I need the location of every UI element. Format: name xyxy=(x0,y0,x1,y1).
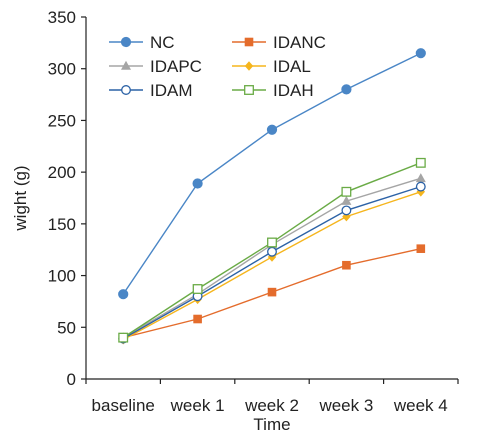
data-point xyxy=(415,48,426,59)
data-point xyxy=(342,260,351,270)
x-tick-label: week 3 xyxy=(318,396,373,415)
data-point xyxy=(266,124,278,135)
data-point xyxy=(267,237,277,248)
data-point xyxy=(192,284,203,294)
legend-label: IDAH xyxy=(273,81,314,100)
data-point xyxy=(341,205,352,216)
y-tick-label: 250 xyxy=(48,111,76,130)
x-axis-title: Time xyxy=(253,415,290,434)
y-tick-label: 200 xyxy=(48,163,76,182)
x-tick-label: week 1 xyxy=(170,396,225,415)
legend-label: IDANC xyxy=(273,33,326,52)
legend-label: IDAM xyxy=(150,81,193,100)
legend-marker xyxy=(121,85,131,95)
data-point xyxy=(267,246,277,257)
x-ticks: baseline week 1 week 2 week 3 week 4 xyxy=(85,379,459,415)
legend-label: IDAL xyxy=(273,57,311,76)
legend-label: NC xyxy=(150,33,175,52)
series-line xyxy=(122,191,422,341)
series-layer xyxy=(118,48,426,345)
x-tick-label: week 4 xyxy=(393,396,448,415)
data-point xyxy=(341,84,352,95)
data-point xyxy=(192,178,203,189)
data-point xyxy=(415,181,426,192)
data-point xyxy=(341,186,352,197)
legend-item: NC xyxy=(109,33,175,52)
y-tick-label: 150 xyxy=(48,215,76,234)
data-point xyxy=(118,332,129,343)
legend-item: IDAPC xyxy=(109,57,202,76)
legend-marker xyxy=(244,37,254,47)
y-axis-title: wight (g) xyxy=(11,165,30,231)
data-point xyxy=(267,287,277,297)
legend-item: IDAH xyxy=(232,81,314,100)
legend-marker xyxy=(121,60,131,70)
x-tick-label: baseline xyxy=(92,396,155,415)
legend: NC IDANC IDAPC IDAL IDAM IDAH xyxy=(109,33,326,100)
y-tick-label: 300 xyxy=(48,60,76,79)
data-point xyxy=(415,173,426,183)
y-tick-label: 100 xyxy=(48,267,76,286)
legend-item: IDAM xyxy=(109,81,193,100)
data-point xyxy=(416,244,426,253)
y-tick-label: 350 xyxy=(48,8,76,27)
legend-item: IDAL xyxy=(232,57,311,76)
y-ticks: 0 50 100 150 200 250 300 350 xyxy=(48,8,86,389)
data-point xyxy=(341,195,352,205)
axes xyxy=(85,17,458,380)
data-point xyxy=(193,314,202,324)
legend-item: IDANC xyxy=(232,33,326,52)
legend-marker xyxy=(120,36,132,48)
legend-label: IDAPC xyxy=(150,57,202,76)
series-nc xyxy=(118,48,426,300)
series-idal xyxy=(119,186,425,345)
series-idah xyxy=(118,157,426,343)
data-point xyxy=(267,252,277,262)
y-tick-label: 50 xyxy=(57,318,76,337)
y-tick-label: 0 xyxy=(67,370,76,389)
data-point xyxy=(415,157,426,168)
legend-marker xyxy=(244,61,254,71)
x-tick-label: week 2 xyxy=(244,396,299,415)
data-point xyxy=(118,289,129,300)
legend-marker xyxy=(244,85,254,95)
